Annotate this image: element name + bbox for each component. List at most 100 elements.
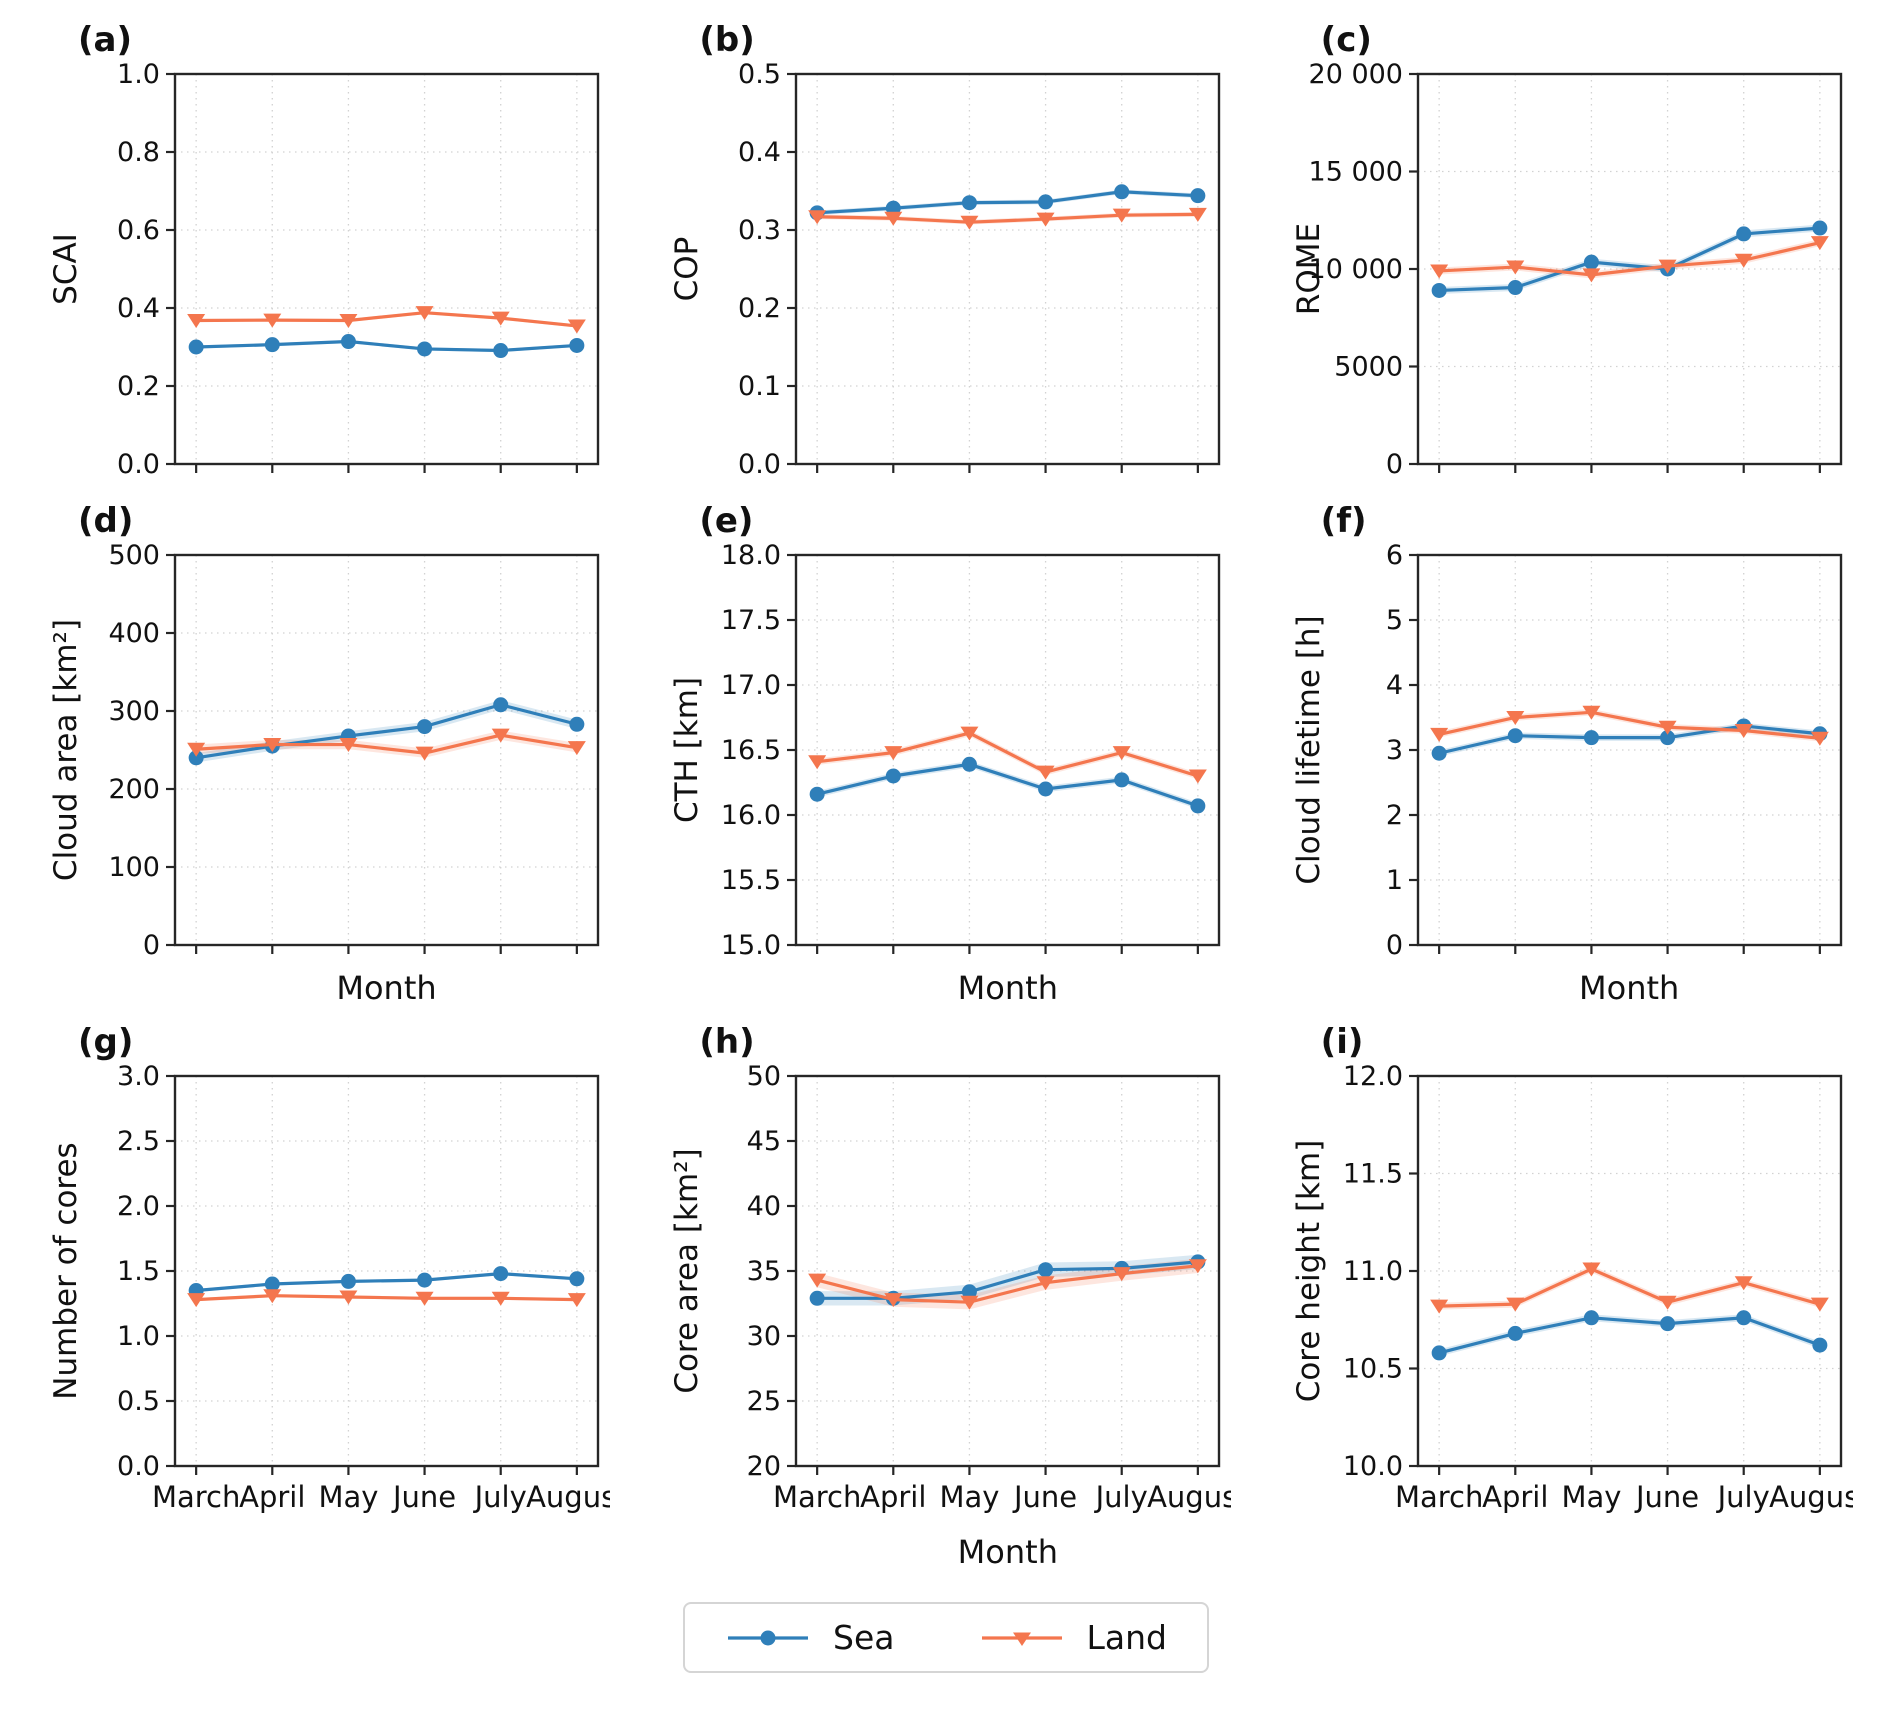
svg-text:April: April bbox=[1482, 1480, 1548, 1514]
svg-text:200: 200 bbox=[108, 774, 160, 805]
svg-text:3.0: 3.0 bbox=[117, 1064, 160, 1092]
panel-label: (h) bbox=[699, 1022, 755, 1062]
svg-text:15.0: 15.0 bbox=[721, 930, 781, 961]
svg-text:20: 20 bbox=[747, 1451, 781, 1482]
panel-label: (e) bbox=[699, 501, 754, 541]
panel-e: (e) CTH [km] 15.0 15.5 16.0 16.5 17.0 17.5 18.… bbox=[635, 489, 1255, 1008]
svg-text:August: August bbox=[1769, 1480, 1853, 1514]
svg-text:1.5: 1.5 bbox=[117, 1256, 160, 1287]
svg-text:12.0: 12.0 bbox=[1343, 1064, 1403, 1092]
svg-text:4: 4 bbox=[1385, 670, 1402, 701]
svg-text:June: June bbox=[391, 1480, 456, 1514]
plot-area: 0.0 0.2 0.4 0.6 0.8 1.0 bbox=[117, 62, 600, 480]
svg-text:0.1: 0.1 bbox=[738, 371, 781, 402]
panel-label: (g) bbox=[78, 1022, 134, 1062]
svg-text:10.5: 10.5 bbox=[1343, 1354, 1403, 1385]
svg-text:16.5: 16.5 bbox=[721, 735, 781, 766]
svg-text:0: 0 bbox=[1385, 449, 1402, 480]
svg-text:15.5: 15.5 bbox=[721, 865, 781, 896]
svg-text:0: 0 bbox=[143, 930, 160, 961]
svg-text:20 000: 20 000 bbox=[1308, 62, 1402, 90]
y-axis-label: SCAI bbox=[48, 233, 84, 305]
svg-text:2.0: 2.0 bbox=[117, 1191, 160, 1222]
plot-area: 0 100 200 300 400 500 bbox=[108, 543, 600, 961]
panel-c: (c) ROME 0 5000 10 000 15 000 20 000 bbox=[1257, 8, 1877, 487]
panel-label: (f) bbox=[1320, 501, 1367, 541]
svg-text:0.5: 0.5 bbox=[117, 1386, 160, 1417]
svg-text:3: 3 bbox=[1385, 735, 1402, 766]
svg-text:0.2: 0.2 bbox=[117, 371, 160, 402]
svg-text:March: March bbox=[152, 1480, 240, 1514]
panel-f: (f) Cloud lifetime [h] 0 1 2 3 4 5 6 Month bbox=[1257, 489, 1877, 1008]
svg-text:17.0: 17.0 bbox=[721, 670, 781, 701]
sea-line-marker-icon bbox=[728, 1630, 809, 1645]
plot-area: 0 1 2 3 4 5 6 bbox=[1385, 543, 1842, 961]
y-axis-label: Cloud area [km²] bbox=[48, 618, 84, 882]
svg-text:10.0: 10.0 bbox=[1343, 1451, 1403, 1482]
svg-text:25: 25 bbox=[747, 1386, 781, 1417]
svg-text:11.5: 11.5 bbox=[1343, 1159, 1403, 1190]
svg-text:6: 6 bbox=[1385, 543, 1402, 571]
svg-text:June: June bbox=[1012, 1480, 1077, 1514]
svg-text:400: 400 bbox=[108, 618, 160, 649]
svg-text:30: 30 bbox=[747, 1321, 781, 1352]
legend: Sea Land bbox=[683, 1602, 1209, 1673]
svg-text:0.3: 0.3 bbox=[738, 215, 781, 246]
panel-label: (a) bbox=[78, 20, 133, 60]
svg-text:0.2: 0.2 bbox=[738, 293, 781, 324]
svg-text:11.0: 11.0 bbox=[1343, 1256, 1403, 1287]
svg-text:0.0: 0.0 bbox=[117, 449, 160, 480]
svg-text:July: July bbox=[1094, 1480, 1148, 1514]
panel-b: (b) COP 0.0 0.1 0.2 0.3 0.4 0.5 bbox=[635, 8, 1255, 487]
svg-text:100: 100 bbox=[108, 852, 160, 883]
legend-item-sea: Sea bbox=[725, 1618, 895, 1657]
svg-text:15 000: 15 000 bbox=[1308, 157, 1402, 188]
panel-label: (b) bbox=[699, 20, 755, 60]
svg-text:16.0: 16.0 bbox=[721, 800, 781, 831]
svg-text:1: 1 bbox=[1385, 865, 1402, 896]
svg-text:March: March bbox=[1395, 1480, 1483, 1514]
x-axis-label: Month bbox=[957, 969, 1058, 1007]
y-axis-label: COP bbox=[669, 236, 706, 302]
y-axis-label: Number of cores bbox=[48, 1142, 84, 1400]
y-axis-label: ROME bbox=[1290, 222, 1327, 316]
svg-text:July: July bbox=[473, 1480, 527, 1514]
legend-item-land: Land bbox=[979, 1618, 1167, 1657]
land-line-marker-icon bbox=[981, 1632, 1062, 1646]
svg-text:0: 0 bbox=[1385, 930, 1402, 961]
y-axis-label: Cloud lifetime [h] bbox=[1290, 615, 1327, 885]
svg-text:0.4: 0.4 bbox=[738, 137, 781, 168]
svg-text:17.5: 17.5 bbox=[721, 605, 781, 636]
svg-text:500: 500 bbox=[108, 543, 160, 571]
svg-text:August: August bbox=[526, 1480, 610, 1514]
svg-text:45: 45 bbox=[747, 1126, 781, 1157]
svg-text:0.4: 0.4 bbox=[117, 293, 160, 324]
figure-grid: (a) SCAI 0.0 0.2 0.4 0.6 0.8 1.0 (b) COP 0.0 0… bbox=[14, 8, 1878, 1572]
svg-text:18.0: 18.0 bbox=[721, 543, 781, 571]
y-axis-label: Core height [km] bbox=[1290, 1139, 1327, 1403]
panel-label: (d) bbox=[78, 501, 134, 541]
svg-text:April: April bbox=[239, 1480, 305, 1514]
svg-text:June: June bbox=[1634, 1480, 1699, 1514]
x-axis-label: Month bbox=[957, 1533, 1058, 1571]
panel-a: (a) SCAI 0.0 0.2 0.4 0.6 0.8 1.0 bbox=[14, 8, 634, 487]
svg-text:May: May bbox=[318, 1480, 378, 1514]
svg-text:0.0: 0.0 bbox=[117, 1451, 160, 1482]
panel-label: (c) bbox=[1320, 20, 1372, 60]
panel-d: (d) Cloud area [km²] 0 100 200 300 400 500 Mo… bbox=[14, 489, 634, 1008]
svg-text:40: 40 bbox=[747, 1191, 781, 1222]
panel-g: (g) Number of cores 0.0 0.5 1.0 1.5 2.0 2.5 3.… bbox=[14, 1010, 634, 1572]
panel-h: (h) Core area [km²] 20 25 30 35 40 45 50 March A… bbox=[635, 1010, 1255, 1572]
svg-text:0.5: 0.5 bbox=[738, 62, 781, 90]
plot-area: 0 5000 10 000 15 000 20 000 bbox=[1308, 62, 1842, 480]
svg-text:August: August bbox=[1147, 1480, 1231, 1514]
plot-area: 0.0 0.1 0.2 0.3 0.4 0.5 bbox=[738, 62, 1221, 480]
svg-text:300: 300 bbox=[108, 696, 160, 727]
svg-text:2.5: 2.5 bbox=[117, 1126, 160, 1157]
x-axis-label: Month bbox=[336, 969, 437, 1007]
svg-text:1.0: 1.0 bbox=[117, 1321, 160, 1352]
x-axis-label: Month bbox=[1579, 969, 1680, 1007]
